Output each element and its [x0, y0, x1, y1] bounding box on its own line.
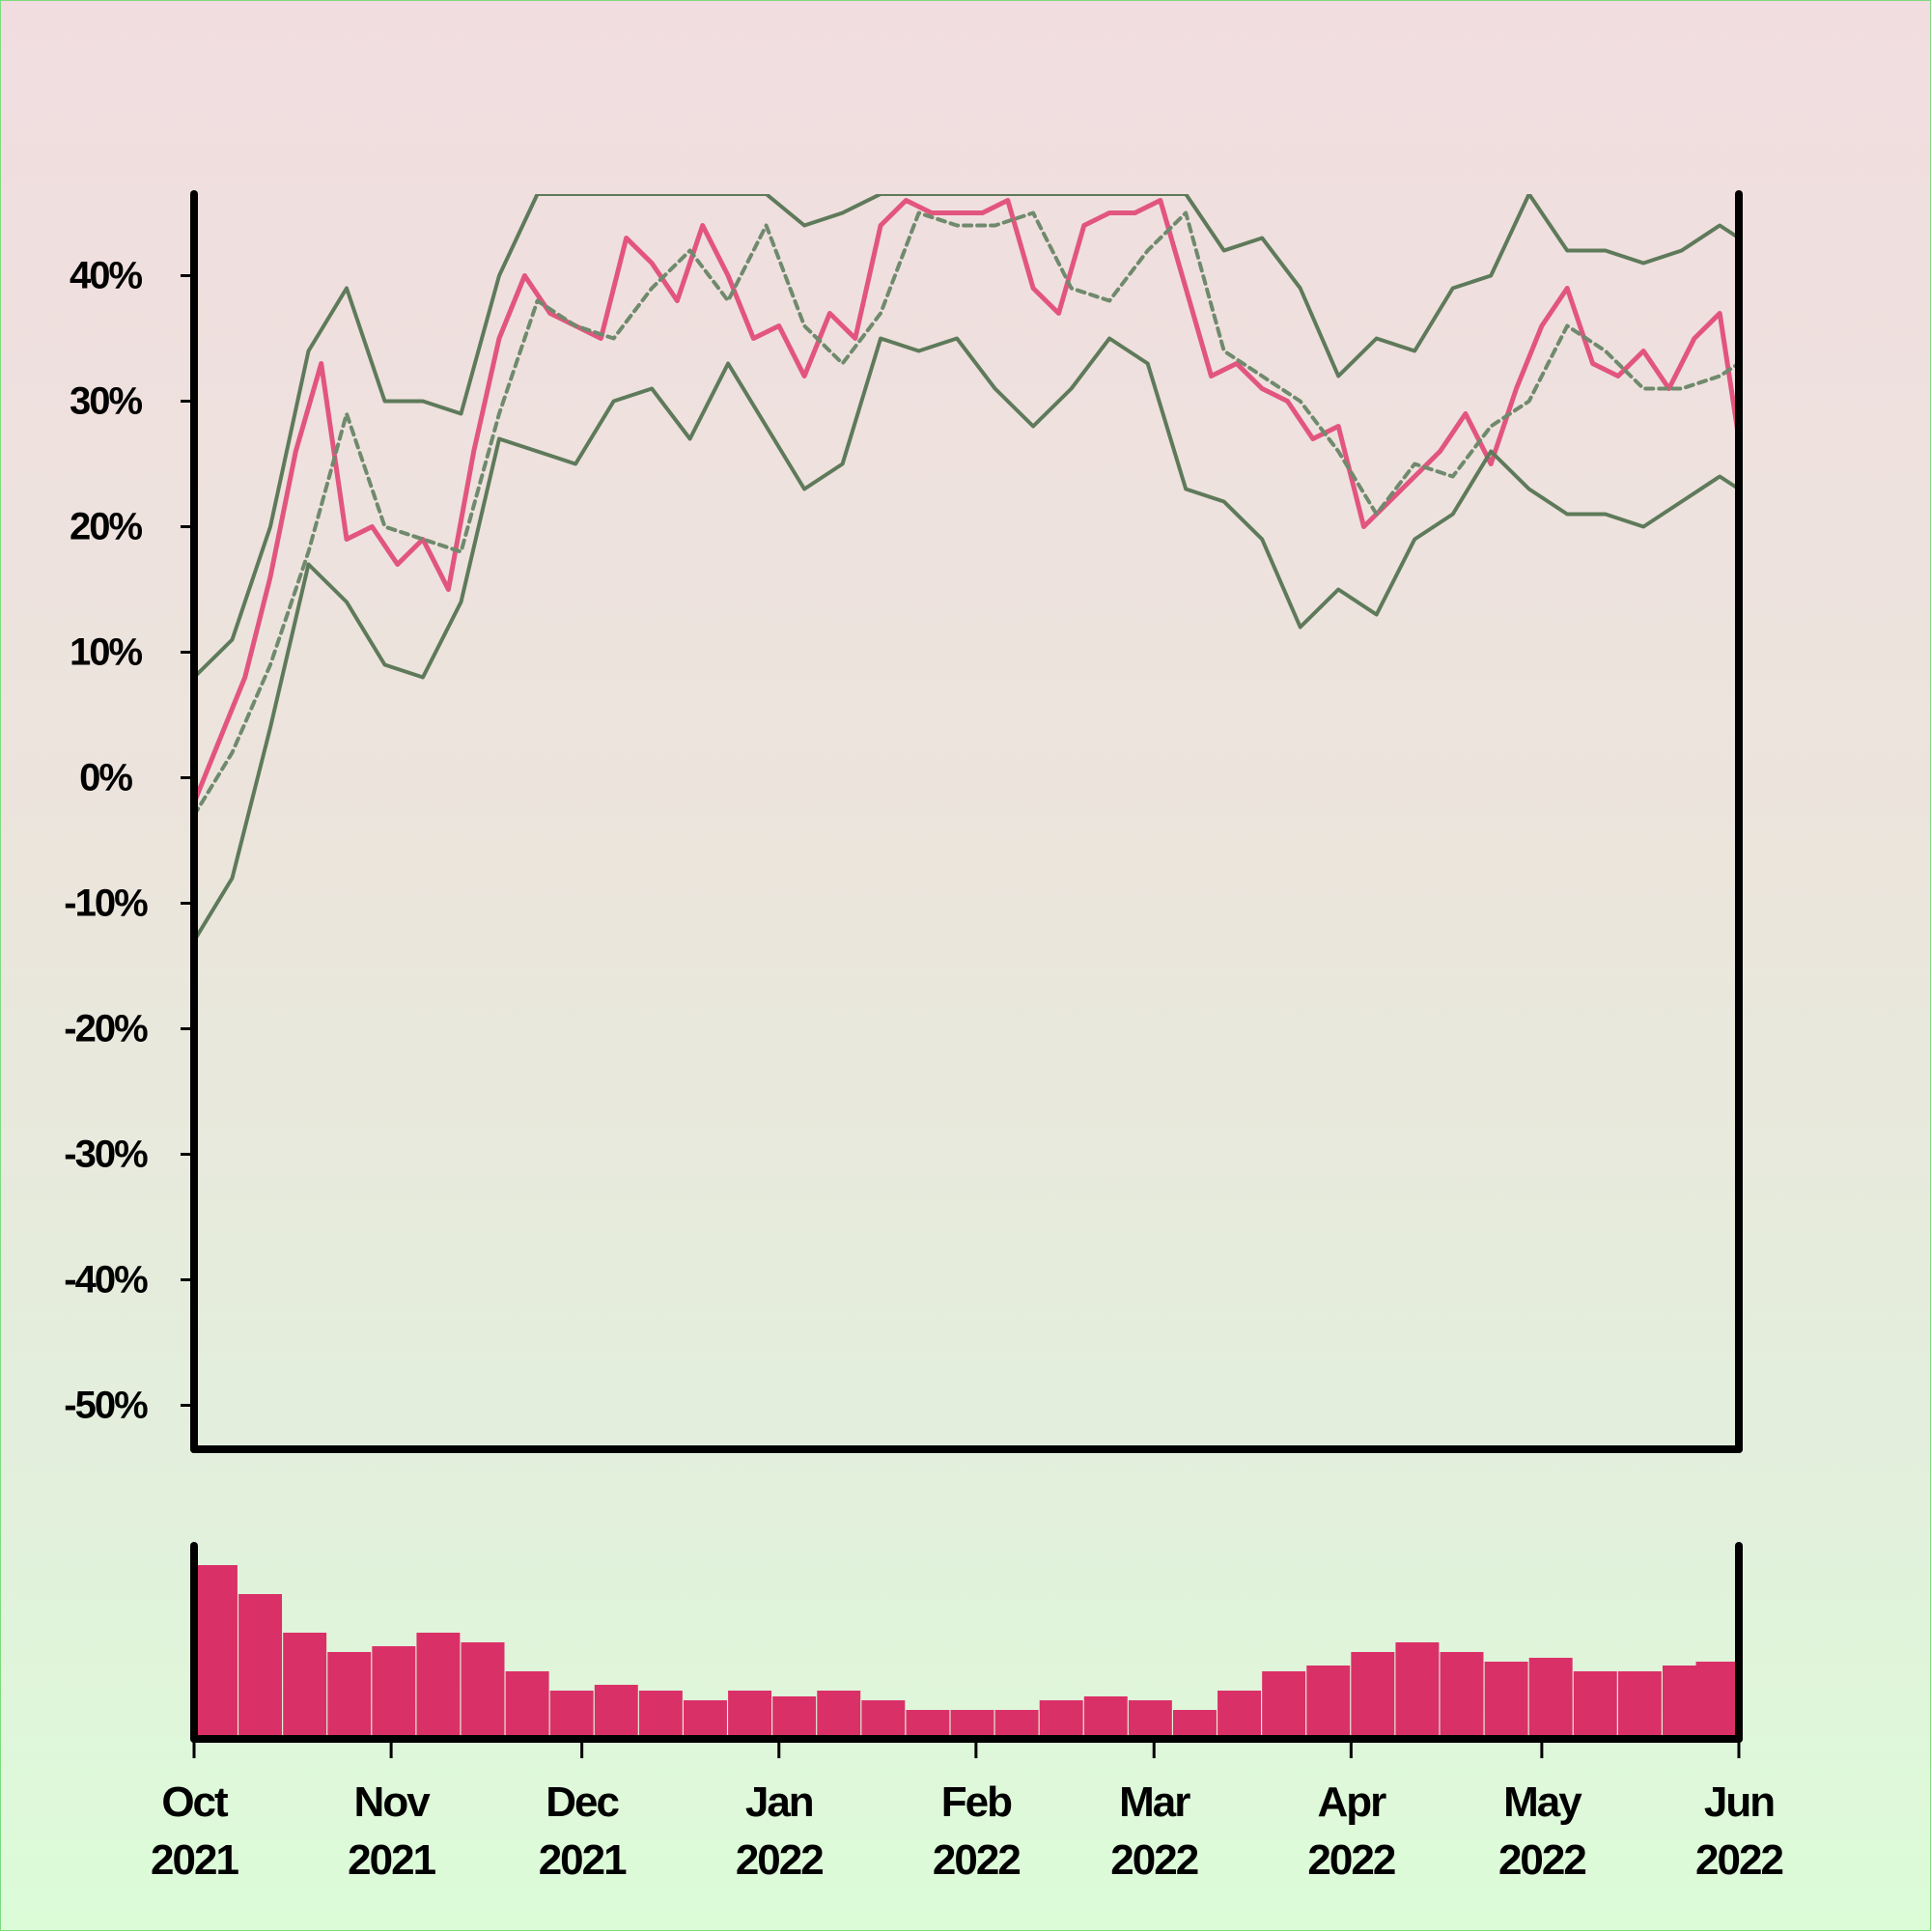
x-tick-label-month: Oct	[161, 1778, 229, 1826]
y-tick-label: -10%	[64, 882, 148, 925]
x-tick-label-year: 2022	[1498, 1836, 1585, 1884]
volume-bar	[1351, 1652, 1395, 1739]
x-tick-label-month: Feb	[941, 1778, 1012, 1826]
volume-bar	[1695, 1662, 1739, 1739]
y-tick-label: -50%	[64, 1385, 148, 1427]
volume-bar	[461, 1642, 505, 1739]
x-tick-label-month: May	[1503, 1778, 1582, 1826]
volume-bar	[728, 1691, 772, 1739]
volume-bar	[817, 1691, 861, 1739]
volume-bar	[1262, 1671, 1306, 1739]
volume-bar	[327, 1652, 372, 1739]
volume-bar	[283, 1633, 327, 1739]
volume-bar	[1617, 1671, 1662, 1739]
y-tick-label: -40%	[64, 1259, 148, 1302]
x-tick-label-year: 2022	[1110, 1836, 1197, 1884]
lower-band-line	[194, 336, 1739, 943]
price-line	[194, 198, 1739, 805]
y-tick-label: 10%	[70, 631, 142, 674]
x-tick-label-month: Nov	[354, 1778, 432, 1826]
x-tick-label-year: 2022	[1307, 1836, 1394, 1884]
x-tick-label-month: Jun	[1704, 1778, 1774, 1826]
x-tick-label-month: Mar	[1119, 1778, 1190, 1826]
x-tick-label-year: 2022	[933, 1836, 1020, 1884]
volume-bar	[505, 1671, 549, 1739]
volume-bar	[1440, 1652, 1484, 1739]
volume-bar	[1128, 1700, 1172, 1739]
volume-bar	[950, 1710, 994, 1739]
volume-bar	[994, 1710, 1039, 1739]
y-tick-label: -20%	[64, 1008, 148, 1050]
y-tick-label: 30%	[70, 380, 142, 423]
x-tick-label-year: 2022	[736, 1836, 823, 1884]
volume-bar	[194, 1565, 238, 1739]
y-tick-label: 20%	[70, 506, 142, 548]
volume-bar	[772, 1696, 817, 1739]
volume-bar	[1573, 1671, 1617, 1739]
volume-bar	[1484, 1662, 1528, 1739]
volume-bar	[549, 1691, 594, 1739]
x-tick-label-year: 2021	[539, 1836, 627, 1884]
volume-bar	[238, 1594, 283, 1739]
volume-bar	[861, 1700, 906, 1739]
series-layer	[194, 194, 1739, 943]
volume-panel	[194, 1565, 1739, 1739]
volume-bar	[1395, 1642, 1440, 1739]
volume-bar	[683, 1700, 727, 1739]
volume-bar	[1039, 1700, 1083, 1739]
upper-band-line	[194, 194, 1739, 680]
volume-bar	[638, 1691, 683, 1739]
volume-bar	[1172, 1710, 1217, 1739]
volume-bar	[594, 1685, 638, 1739]
moving-average-line	[194, 210, 1739, 818]
volume-bar	[1217, 1691, 1262, 1739]
axes: 40% 30% 20% 10% 0% -10% -20% -30% -40% -50% Oct 202…	[64, 190, 1784, 1884]
volume-bar	[372, 1646, 416, 1739]
x-tick-label-year: 2022	[1695, 1836, 1782, 1884]
volume-bar	[1306, 1666, 1351, 1739]
x-tick-label-year: 2021	[151, 1836, 238, 1884]
x-tick-label-year: 2021	[348, 1836, 435, 1884]
volume-bar	[1083, 1696, 1128, 1739]
volume-bar	[1528, 1658, 1573, 1739]
x-tick-label-month: Dec	[546, 1778, 619, 1826]
y-tick-label: -30%	[64, 1134, 148, 1176]
y-tick-label: 0%	[79, 757, 132, 799]
x-tick-label-month: Apr	[1317, 1778, 1386, 1826]
volume-bar	[416, 1633, 461, 1739]
volume-bar	[906, 1710, 950, 1739]
y-tick-label: 40%	[70, 255, 142, 297]
x-tick-label-month: Jan	[745, 1778, 813, 1826]
